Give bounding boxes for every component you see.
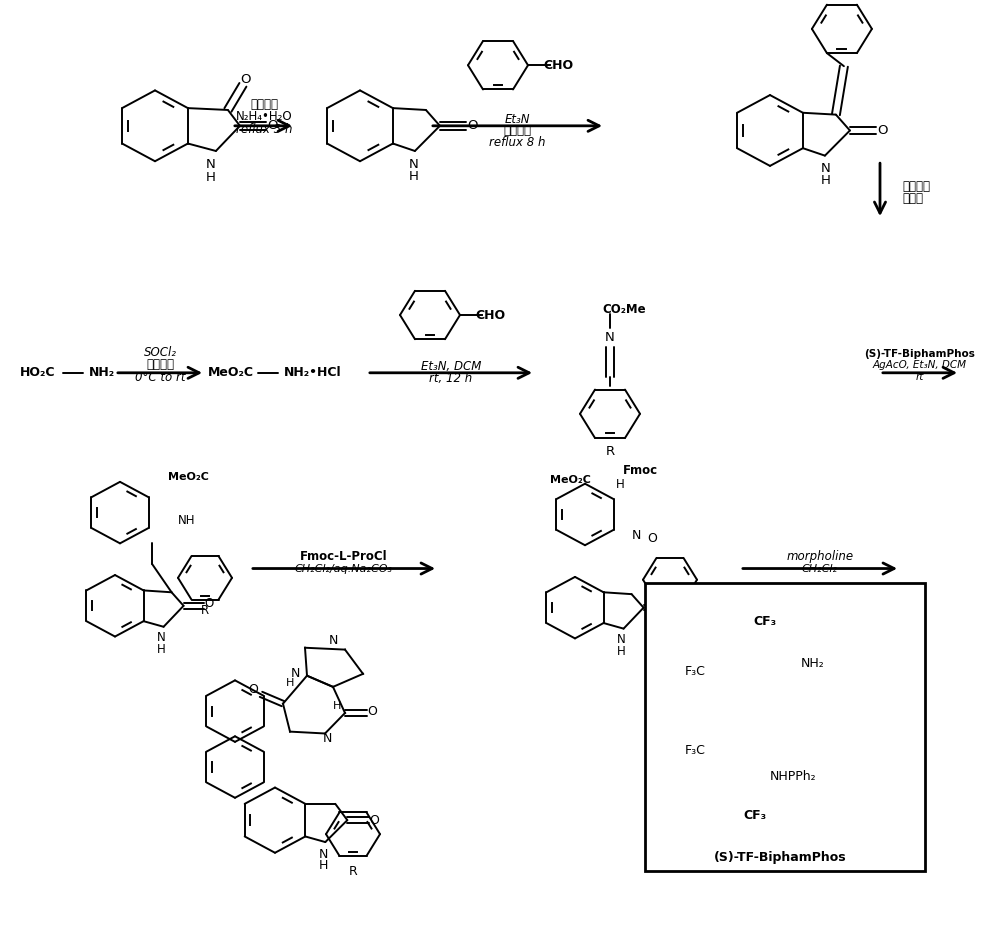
Text: H: H — [821, 174, 831, 187]
Text: NH₂: NH₂ — [89, 366, 115, 379]
Text: N: N — [409, 158, 419, 171]
Text: N: N — [605, 331, 615, 344]
Text: (S)-TF-BiphamPhos: (S)-TF-BiphamPhos — [865, 350, 975, 359]
Text: O: O — [268, 119, 278, 132]
Text: 无水乙醇: 无水乙醇 — [250, 98, 278, 111]
Text: morpholine: morpholine — [786, 550, 854, 563]
Text: MeO₂C: MeO₂C — [208, 366, 254, 379]
Text: CH₂Cl₂/aq.Na₂CO₃: CH₂Cl₂/aq.Na₂CO₃ — [295, 565, 393, 574]
Text: O: O — [248, 683, 258, 696]
Text: Fmoc: Fmoc — [622, 464, 658, 477]
Text: reflux 3 h: reflux 3 h — [236, 123, 292, 136]
Text: NH₂•HCl: NH₂•HCl — [284, 366, 342, 379]
Text: reflux 8 h: reflux 8 h — [489, 136, 545, 149]
Bar — [645, 582, 925, 871]
Text: O: O — [878, 124, 888, 137]
Text: O: O — [369, 814, 379, 827]
Text: AgAcO, Et₃N, DCM: AgAcO, Et₃N, DCM — [873, 361, 967, 370]
Text: H: H — [157, 643, 166, 655]
Text: Et₃N: Et₃N — [504, 113, 530, 126]
Text: rt: rt — [916, 373, 924, 382]
Text: rt, 12 h: rt, 12 h — [429, 372, 473, 385]
Text: R: R — [666, 606, 674, 619]
Text: CF₃: CF₃ — [753, 615, 777, 628]
Text: (S)-TF-BiphamPhos: (S)-TF-BiphamPhos — [714, 851, 846, 864]
Text: N: N — [322, 732, 332, 745]
Text: O: O — [241, 73, 251, 86]
Text: CH₂Cl₂: CH₂Cl₂ — [802, 565, 838, 574]
Text: 偶极环加: 偶极环加 — [902, 180, 930, 193]
Text: R: R — [201, 604, 209, 617]
Text: CF₃: CF₃ — [743, 809, 767, 822]
Text: R: R — [605, 445, 615, 458]
Text: H: H — [206, 171, 216, 184]
Text: H: H — [319, 859, 328, 871]
Text: F₃C: F₃C — [685, 744, 705, 757]
Text: 无水乙醇: 无水乙醇 — [503, 124, 531, 137]
Text: N: N — [157, 632, 166, 644]
Text: N: N — [290, 667, 300, 680]
Text: SOCl₂: SOCl₂ — [144, 346, 176, 359]
Text: N: N — [631, 529, 641, 542]
Text: CO₂Me: CO₂Me — [602, 303, 646, 316]
Text: O: O — [468, 119, 478, 132]
Text: H: H — [286, 678, 294, 688]
Text: N₂H₄•H₂O: N₂H₄•H₂O — [236, 110, 292, 123]
Text: MeO₂C: MeO₂C — [168, 473, 209, 482]
Text: CHO: CHO — [475, 308, 505, 322]
Text: 0°C to rt: 0°C to rt — [135, 371, 185, 384]
Text: N: N — [821, 162, 831, 175]
Text: NH: NH — [178, 514, 196, 527]
Text: Fmoc-L-ProCl: Fmoc-L-ProCl — [300, 550, 388, 563]
Text: H: H — [616, 478, 624, 491]
Text: O: O — [367, 705, 377, 718]
Text: 成加成: 成加成 — [902, 192, 923, 205]
Text: NH₂: NH₂ — [801, 657, 825, 670]
Text: F₃C: F₃C — [685, 665, 705, 678]
Text: O: O — [204, 596, 213, 610]
Text: O: O — [647, 532, 657, 545]
Text: CHO: CHO — [543, 59, 573, 72]
Text: H: H — [409, 170, 419, 183]
Text: N: N — [206, 158, 216, 171]
Text: H: H — [333, 701, 341, 710]
Text: N: N — [328, 634, 338, 647]
Text: N: N — [617, 634, 626, 646]
Text: H: H — [617, 645, 626, 657]
Text: Et₃N, DCM: Et₃N, DCM — [421, 360, 481, 373]
Text: MeO₂C: MeO₂C — [550, 475, 591, 485]
Text: N: N — [319, 848, 328, 860]
Text: NHPPh₂: NHPPh₂ — [770, 770, 816, 783]
Text: 无水甲醇: 无水甲醇 — [146, 358, 174, 371]
Text: HO₂C: HO₂C — [20, 366, 56, 379]
Text: O: O — [664, 598, 673, 611]
Text: R: R — [349, 865, 357, 878]
